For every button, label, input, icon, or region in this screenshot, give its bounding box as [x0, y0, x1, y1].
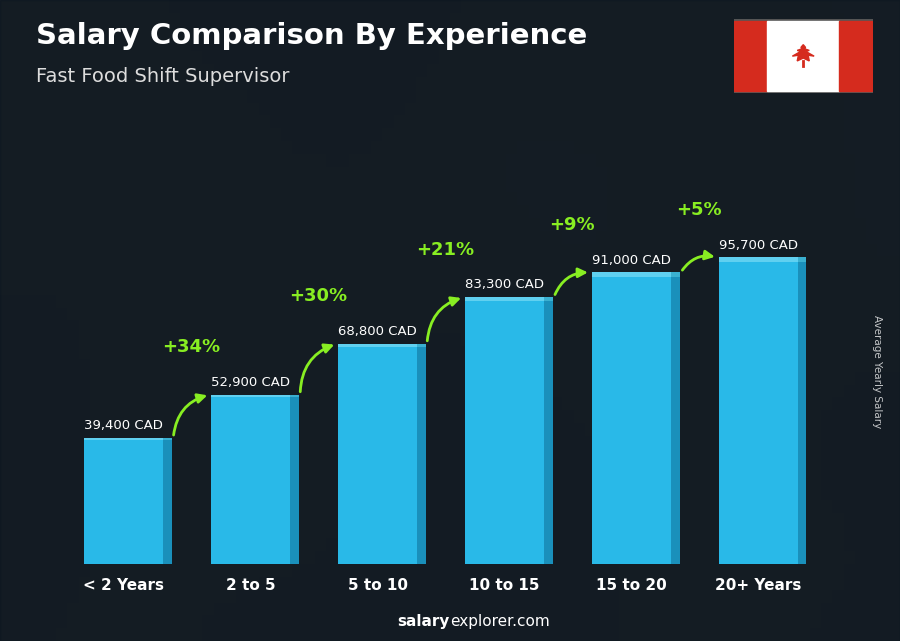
- Text: +34%: +34%: [163, 338, 220, 356]
- Bar: [212, 394, 290, 564]
- FancyArrowPatch shape: [555, 269, 585, 295]
- Text: +9%: +9%: [550, 216, 595, 234]
- Text: Salary Comparison By Experience: Salary Comparison By Experience: [36, 22, 587, 51]
- Bar: [338, 344, 417, 347]
- Text: +30%: +30%: [290, 287, 347, 305]
- Bar: [670, 272, 680, 564]
- Text: 39,400 CAD: 39,400 CAD: [85, 419, 163, 432]
- FancyArrowPatch shape: [682, 251, 712, 270]
- Bar: [592, 272, 670, 564]
- Text: +21%: +21%: [417, 240, 474, 258]
- Bar: [797, 257, 806, 564]
- Bar: [465, 297, 544, 301]
- Text: 95,700 CAD: 95,700 CAD: [719, 238, 797, 251]
- Bar: [85, 438, 163, 564]
- Bar: [734, 21, 768, 92]
- Bar: [719, 257, 797, 262]
- Text: +5%: +5%: [677, 201, 722, 219]
- FancyBboxPatch shape: [731, 17, 876, 95]
- Bar: [719, 257, 797, 564]
- Text: Average Yearly Salary: Average Yearly Salary: [872, 315, 883, 428]
- Text: 83,300 CAD: 83,300 CAD: [465, 278, 544, 291]
- Bar: [544, 297, 553, 564]
- Bar: [290, 394, 299, 564]
- Bar: [417, 344, 426, 564]
- FancyArrowPatch shape: [174, 395, 204, 435]
- Text: explorer.com: explorer.com: [450, 615, 550, 629]
- Bar: [768, 21, 839, 92]
- Bar: [163, 438, 172, 564]
- Bar: [797, 257, 806, 262]
- Polygon shape: [792, 45, 814, 61]
- Bar: [544, 297, 553, 301]
- Text: salary: salary: [398, 615, 450, 629]
- FancyArrowPatch shape: [428, 298, 458, 341]
- Bar: [212, 394, 290, 397]
- FancyArrowPatch shape: [301, 345, 331, 392]
- Text: 91,000 CAD: 91,000 CAD: [592, 254, 670, 267]
- Bar: [163, 438, 172, 440]
- Bar: [592, 272, 670, 277]
- Bar: [417, 344, 426, 347]
- Bar: [85, 438, 163, 440]
- Text: 52,900 CAD: 52,900 CAD: [212, 376, 290, 388]
- Bar: [670, 272, 680, 277]
- Bar: [338, 344, 417, 564]
- Text: 68,800 CAD: 68,800 CAD: [338, 325, 417, 338]
- Text: Fast Food Shift Supervisor: Fast Food Shift Supervisor: [36, 67, 290, 87]
- Bar: [839, 21, 872, 92]
- Bar: [290, 394, 299, 397]
- Bar: [465, 297, 544, 564]
